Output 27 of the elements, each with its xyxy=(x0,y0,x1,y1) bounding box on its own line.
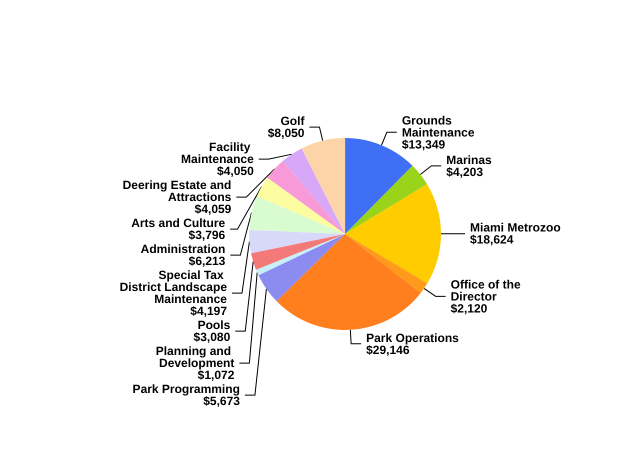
data-label: $18,624 xyxy=(470,232,514,247)
data-label: $4,197 xyxy=(190,304,228,318)
slice-label: Arts and Culture xyxy=(131,216,226,230)
slice-label: Grounds Maintenance xyxy=(402,113,475,140)
data-label: $3,796 xyxy=(188,228,226,242)
slice-label: Marinas xyxy=(446,152,492,167)
slice-label: Golf xyxy=(280,114,306,128)
data-label: $4,059 xyxy=(194,202,232,216)
data-label: $4,203 xyxy=(446,164,484,179)
slice-label: Deering Estate and Attractions xyxy=(122,178,232,204)
slice-label: Park Programming xyxy=(132,382,240,396)
slice-label: Park Operations xyxy=(366,330,460,345)
data-label: $3,080 xyxy=(194,330,231,344)
slice-label: Planning and Development xyxy=(156,344,234,370)
slice-label: Facility Maintenance xyxy=(181,140,254,166)
slice-label: Office of the Director xyxy=(450,277,524,304)
slice-label: Special Tax District Landscape Maintenance xyxy=(120,268,228,306)
slice-label: Administration xyxy=(140,242,226,256)
slice-label: Pools xyxy=(198,318,231,332)
data-label: $4,050 xyxy=(217,164,254,178)
data-label: $2,120 xyxy=(450,301,488,316)
data-label: $6,213 xyxy=(188,254,226,268)
data-label: $13,349 xyxy=(402,137,446,152)
data-label: $8,050 xyxy=(268,126,305,140)
slice-label: Miami Metrozoo xyxy=(470,220,561,235)
data-label: $1,072 xyxy=(198,368,235,382)
data-label: $5,673 xyxy=(203,394,240,408)
